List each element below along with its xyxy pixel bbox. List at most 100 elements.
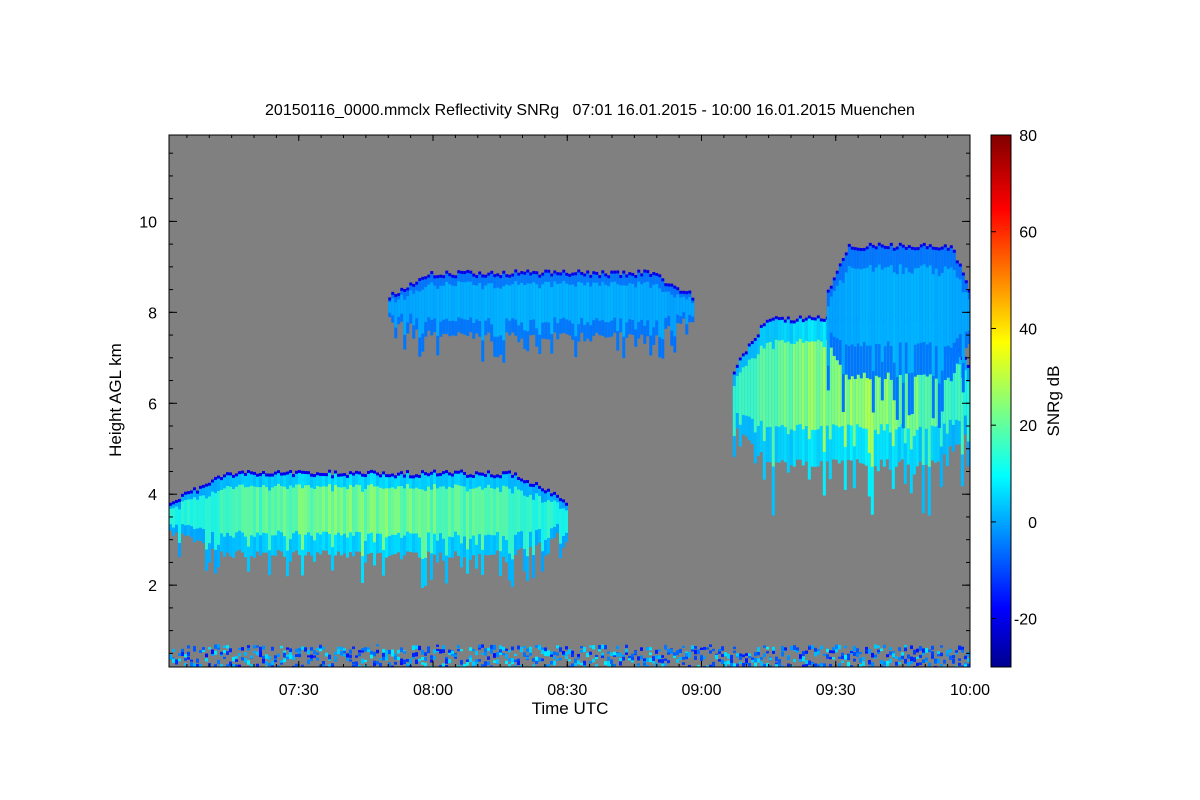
clutter-cell — [439, 665, 442, 667]
clutter-cell — [631, 653, 634, 659]
echo-edge — [907, 245, 911, 249]
echo-core — [882, 343, 886, 431]
clutter-cell — [421, 662, 424, 665]
clutter-cell — [481, 664, 484, 667]
clutter-cell — [229, 661, 232, 666]
echo-core — [457, 281, 461, 318]
echo-edge — [430, 271, 434, 275]
echo-core — [928, 265, 932, 343]
colorbar-label: SNRg dB — [1044, 366, 1063, 437]
clutter-cell — [667, 648, 670, 653]
echo-edge — [874, 246, 878, 250]
clutter-cell — [514, 659, 517, 662]
echo-core — [505, 486, 508, 540]
clutter-cell — [784, 666, 787, 667]
clutter-cell — [880, 665, 883, 667]
echo-core — [433, 285, 437, 319]
echo-edge — [577, 269, 581, 273]
clutter-cell — [193, 663, 196, 667]
echo-edge — [184, 491, 187, 495]
clutter-cell — [874, 654, 877, 658]
echo-core — [912, 344, 916, 437]
echo-edge — [268, 473, 271, 477]
colorbar-gradient — [990, 134, 1012, 668]
echo-core — [847, 265, 851, 347]
echo-core — [178, 509, 181, 543]
echo-edge — [439, 473, 442, 477]
clutter-cell — [733, 646, 736, 650]
echo-edge — [865, 246, 869, 250]
clutter-cell — [568, 649, 571, 655]
clutter-cell — [499, 651, 502, 655]
clutter-cell — [328, 664, 331, 667]
echo-core — [631, 283, 635, 320]
clutter-cell — [649, 657, 652, 663]
echo-edge — [427, 274, 431, 278]
echo-core — [747, 359, 751, 417]
echo-core — [688, 297, 692, 315]
clutter-cell — [508, 658, 511, 662]
echo-core — [849, 341, 853, 426]
echo-core — [547, 281, 551, 323]
echo-edge — [466, 474, 469, 478]
clutter-cell — [700, 656, 703, 661]
clutter-cell — [793, 645, 796, 650]
clutter-cell — [298, 648, 301, 652]
echo-edge — [538, 274, 542, 278]
clutter-cell — [664, 658, 667, 661]
clutter-cell — [508, 663, 511, 667]
echo-edge — [301, 470, 304, 474]
clutter-cell — [757, 652, 760, 656]
clutter-cell — [916, 662, 919, 666]
clutter-cell — [295, 648, 298, 653]
clutter-cell — [439, 649, 442, 654]
echo-core — [496, 487, 499, 533]
echo-edge — [244, 472, 247, 476]
clutter-cell — [745, 662, 748, 665]
clutter-cell — [268, 663, 271, 667]
echo-core — [952, 269, 956, 343]
echo-edge — [592, 271, 596, 275]
echo-core — [457, 485, 460, 536]
plot-area: 07:30 08:00 08:30 09:00 09:30 10:00 2 4 6 8 10 — [139, 134, 990, 699]
clutter-cell — [352, 664, 355, 667]
clutter-cell — [433, 656, 436, 660]
echo-core — [963, 370, 967, 416]
echo-edge — [397, 472, 400, 476]
echo-core — [535, 284, 539, 329]
clutter-cell — [550, 660, 553, 665]
clutter-cell — [478, 644, 481, 648]
clutter-cell — [763, 653, 766, 658]
clutter-cell — [661, 655, 664, 658]
echo-edge — [961, 272, 965, 276]
echo-core — [834, 343, 838, 426]
echo-core — [424, 490, 427, 558]
clutter-cell — [880, 659, 883, 665]
echo-edge — [774, 316, 778, 320]
echo-core — [247, 486, 250, 547]
echo-core — [448, 486, 451, 537]
echo-edge — [412, 475, 415, 479]
clutter-cell — [322, 661, 325, 665]
echo-core — [208, 496, 211, 544]
clutter-cell — [337, 649, 340, 654]
clutter-cell — [721, 654, 724, 657]
clutter-cell — [202, 647, 205, 650]
clutter-cell — [571, 653, 574, 658]
clutter-cell — [955, 650, 958, 653]
clutter-cell — [904, 658, 907, 664]
clutter-cell — [400, 647, 403, 652]
echo-core — [804, 340, 808, 427]
echo-core — [622, 285, 626, 337]
echo-core — [541, 502, 544, 552]
echo-core — [238, 484, 241, 531]
echo-edge — [523, 271, 527, 275]
clutter-cell — [325, 652, 328, 657]
clutter-cell — [358, 652, 361, 657]
clutter-cell — [580, 649, 583, 653]
echo-core — [454, 484, 457, 532]
echo-edge — [922, 242, 926, 246]
clutter-cell — [616, 652, 619, 657]
clutter-cell — [283, 658, 286, 663]
clutter-cell — [796, 650, 799, 653]
